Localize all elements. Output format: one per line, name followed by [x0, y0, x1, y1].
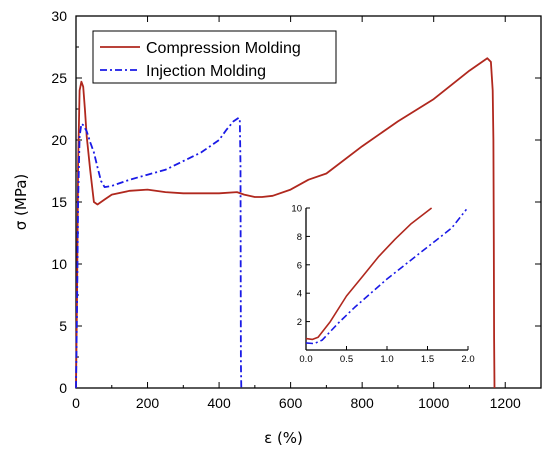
legend-box: [92, 30, 337, 84]
y-tick-label: 0: [59, 380, 67, 396]
inset-plot: 0.0 0.5 1.0 1.5 2.0 2 4 6 8 10: [291, 204, 474, 366]
x-tick-label: 1200: [490, 395, 521, 411]
y-axis-label: σ (MPa): [12, 174, 30, 230]
x-tick-label: 800: [350, 395, 374, 411]
legend: Compression Molding Injection Molding: [92, 30, 337, 84]
y-tick-label: 5: [59, 318, 67, 334]
inset-x-tick-label: 1.5: [421, 354, 434, 365]
inset-series-line-1: [305, 208, 468, 345]
y-tick-label: 10: [51, 256, 67, 272]
legend-label: Injection Molding: [146, 63, 266, 80]
y-tick-label: 25: [51, 70, 67, 86]
inset-y-tick-label: 2: [297, 317, 302, 328]
y-tick-label: 15: [51, 194, 67, 210]
inset-series-line-0: [305, 207, 433, 341]
inset-x-tick-label: 2.0: [461, 354, 474, 365]
x-tick-label: 400: [207, 395, 231, 411]
x-tick-label: 200: [136, 395, 160, 411]
inset-y-tick-label: 6: [297, 260, 302, 271]
inset-y-tick-label: 10: [291, 204, 302, 215]
inset-x-tick-label: 1.0: [380, 354, 393, 365]
y-tick-label: 20: [51, 132, 67, 148]
inset-y-tick-label: 4: [297, 289, 302, 300]
inset-x-tick-label: 0.5: [340, 354, 353, 365]
x-tick-label: 0: [72, 395, 80, 411]
x-tick-label: 600: [279, 395, 303, 411]
x-axis-label: ε (%): [264, 429, 303, 447]
series-line-injection-molding: [75, 116, 243, 389]
inset-y-tick-label: 8: [297, 232, 302, 243]
main-plot: 0 200 400 600 800 1000 1200 0 5 10 15 20 25 30 ε (%) σ …: [12, 8, 542, 447]
y-tick-label: 30: [51, 8, 67, 24]
inset-x-tick-label: 0.0: [299, 354, 312, 365]
legend-label: Compression Molding: [146, 40, 301, 57]
x-tick-label: 1000: [418, 395, 449, 411]
series-line-compression-molding: [75, 57, 496, 389]
